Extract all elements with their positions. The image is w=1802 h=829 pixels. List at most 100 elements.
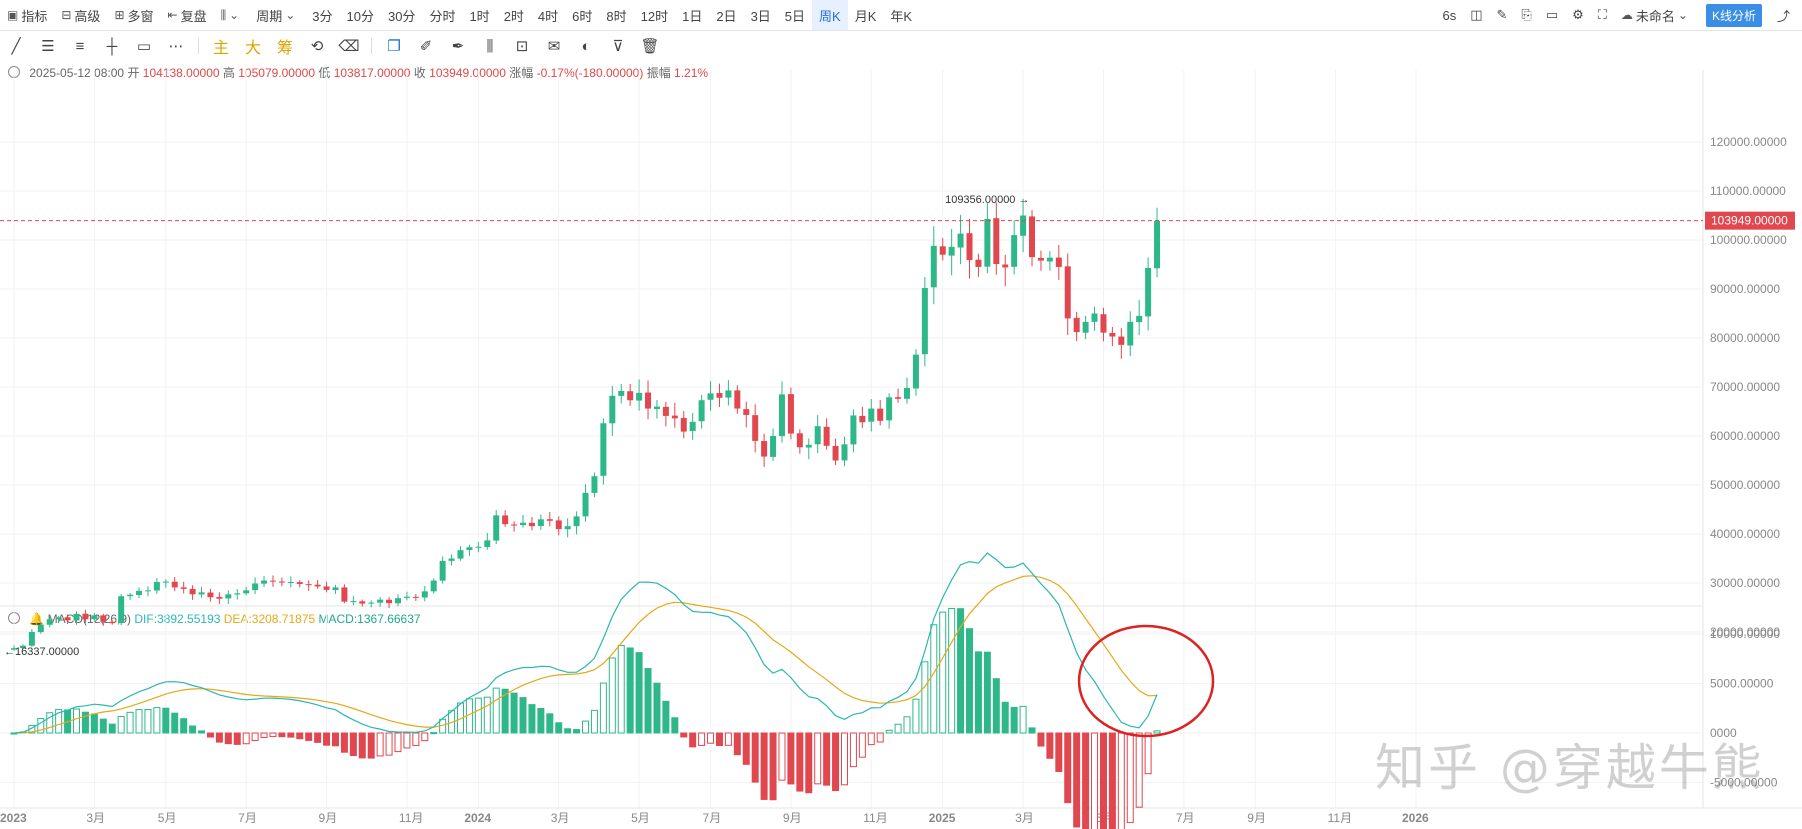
macd-bar <box>662 700 670 734</box>
period-0[interactable]: 3分 <box>312 8 333 24</box>
macd-bar <box>698 732 706 746</box>
period-5[interactable]: 2时 <box>503 8 524 24</box>
period-13[interactable]: 5日 <box>784 8 806 24</box>
note-icon[interactable]: ✉ <box>547 38 561 55</box>
candle <box>984 203 991 274</box>
template-icon[interactable]: ▭ <box>1545 7 1559 22</box>
refresh-interval[interactable]: 6s <box>1442 7 1457 23</box>
candle <box>11 645 17 651</box>
period-11[interactable]: 2日 <box>716 8 737 24</box>
macd-bar <box>867 732 875 746</box>
candle <box>823 418 830 450</box>
settings-icon[interactable]: ⚙ <box>1572 7 1584 22</box>
period-6[interactable]: 4时 <box>537 8 559 24</box>
horizontal-ray-icon[interactable]: ☰ <box>41 38 55 55</box>
magnet-icon[interactable]: ◐ <box>581 37 591 55</box>
indicators-button[interactable]: ▣ 指标 <box>7 8 48 24</box>
y-tick-label: 100000.00000 <box>1710 233 1787 247</box>
candle-body <box>1055 257 1062 267</box>
macd-bar <box>590 709 598 734</box>
pen-icon[interactable]: ✎ <box>1496 7 1508 22</box>
close-value: 103949.00000 <box>429 66 506 80</box>
candle-body <box>144 590 151 592</box>
candle <box>564 518 571 538</box>
period-16[interactable]: 年K <box>890 8 913 24</box>
candle <box>278 577 285 587</box>
trash-icon[interactable]: 🗑 <box>640 38 660 55</box>
candle-body <box>1154 220 1161 269</box>
period-4[interactable]: 1时 <box>469 8 490 24</box>
period-14[interactable]: 周K <box>812 0 848 30</box>
candle <box>341 584 348 604</box>
high-value: 105079.00000 <box>238 66 315 80</box>
k-analysis-button[interactable]: K线分析 <box>1705 3 1762 27</box>
period-12[interactable]: 3日 <box>750 8 771 24</box>
candle-body <box>296 582 303 584</box>
trend-line-icon[interactable]: ╱ <box>11 38 21 55</box>
macd-bar <box>733 732 741 756</box>
fullscreen-icon[interactable]: ⛶ <box>1597 7 1607 22</box>
period-3[interactable]: 分时 <box>429 8 456 24</box>
candle <box>1046 251 1053 271</box>
candle <box>1100 307 1107 342</box>
rectangle-icon[interactable]: ▭ <box>136 38 152 55</box>
replay-button[interactable]: ⇤ 复盘 <box>167 8 207 24</box>
candle-body <box>752 415 759 441</box>
ruler-icon[interactable]: ✐ <box>419 38 433 55</box>
period-1[interactable]: 10分 <box>346 8 374 24</box>
candle <box>662 401 669 427</box>
multi-window-button[interactable]: ⊞ 多窗 <box>114 8 154 24</box>
period-2[interactable]: 30分 <box>387 8 416 24</box>
macd-bar <box>689 732 697 748</box>
candle-body <box>1127 321 1134 346</box>
candle-body <box>1100 314 1107 333</box>
candle <box>136 587 143 599</box>
camera-icon[interactable]: ◫ <box>1470 7 1483 22</box>
main-indicator-button[interactable]: 主 <box>212 40 229 57</box>
export-icon[interactable]: ⎘ <box>1521 7 1532 22</box>
candle-body <box>689 421 696 432</box>
sync-icon[interactable]: ⟲ <box>310 38 324 55</box>
horizontal-line-icon[interactable]: ┼ <box>106 37 118 55</box>
chart-type-button[interactable]: ⫼ ⌄ <box>214 0 250 30</box>
candle <box>368 600 375 608</box>
macd-y-tick-label: 0000 <box>1710 726 1737 740</box>
parallel-channel-icon[interactable]: ≡ <box>75 37 85 55</box>
advanced-button[interactable]: ⊟ 高级 <box>61 8 101 24</box>
layout-menu[interactable]: ☁ 未命名 ⌄ <box>1620 8 1688 24</box>
chip-distribution-button[interactable]: 筹 <box>276 40 293 57</box>
macd-bar <box>894 723 902 734</box>
x-tick-label: 3月 <box>86 811 105 825</box>
candle <box>868 399 875 432</box>
brush-icon[interactable]: ✒ <box>451 38 465 55</box>
big-order-button[interactable]: 大 <box>244 40 261 57</box>
candle-body <box>832 445 839 461</box>
candle <box>252 577 259 595</box>
period-8[interactable]: 8时 <box>606 8 627 24</box>
candle <box>582 484 589 522</box>
x-tick-label: 5月 <box>158 811 177 825</box>
filter-icon[interactable]: ⊽ <box>612 38 624 55</box>
period-15[interactable]: 月K <box>854 8 877 24</box>
macd-bar <box>412 732 420 746</box>
period-button[interactable]: 周期 ⌄ <box>256 8 296 24</box>
period-7[interactable]: 6时 <box>572 8 593 24</box>
period-9[interactable]: 12时 <box>640 8 669 24</box>
candle-body <box>359 601 366 604</box>
more-icon[interactable]: ⋯ <box>168 38 184 55</box>
eraser-icon[interactable]: ⌫ <box>338 38 360 55</box>
candle-body <box>171 581 178 588</box>
candle-body <box>225 594 232 599</box>
lock-icon[interactable]: ⊡ <box>515 38 529 55</box>
candle <box>904 377 910 404</box>
candle <box>466 544 473 557</box>
candles-icon[interactable]: ⫼ <box>486 37 494 55</box>
last-price-tag <box>1705 211 1795 230</box>
candle-body <box>153 582 160 591</box>
copy-icon[interactable]: ❐ <box>387 38 401 55</box>
candle-body <box>466 547 473 550</box>
share-icon[interactable]: ⤴ <box>1776 8 1790 24</box>
candle <box>55 615 62 624</box>
period-10[interactable]: 1日 <box>682 8 703 24</box>
